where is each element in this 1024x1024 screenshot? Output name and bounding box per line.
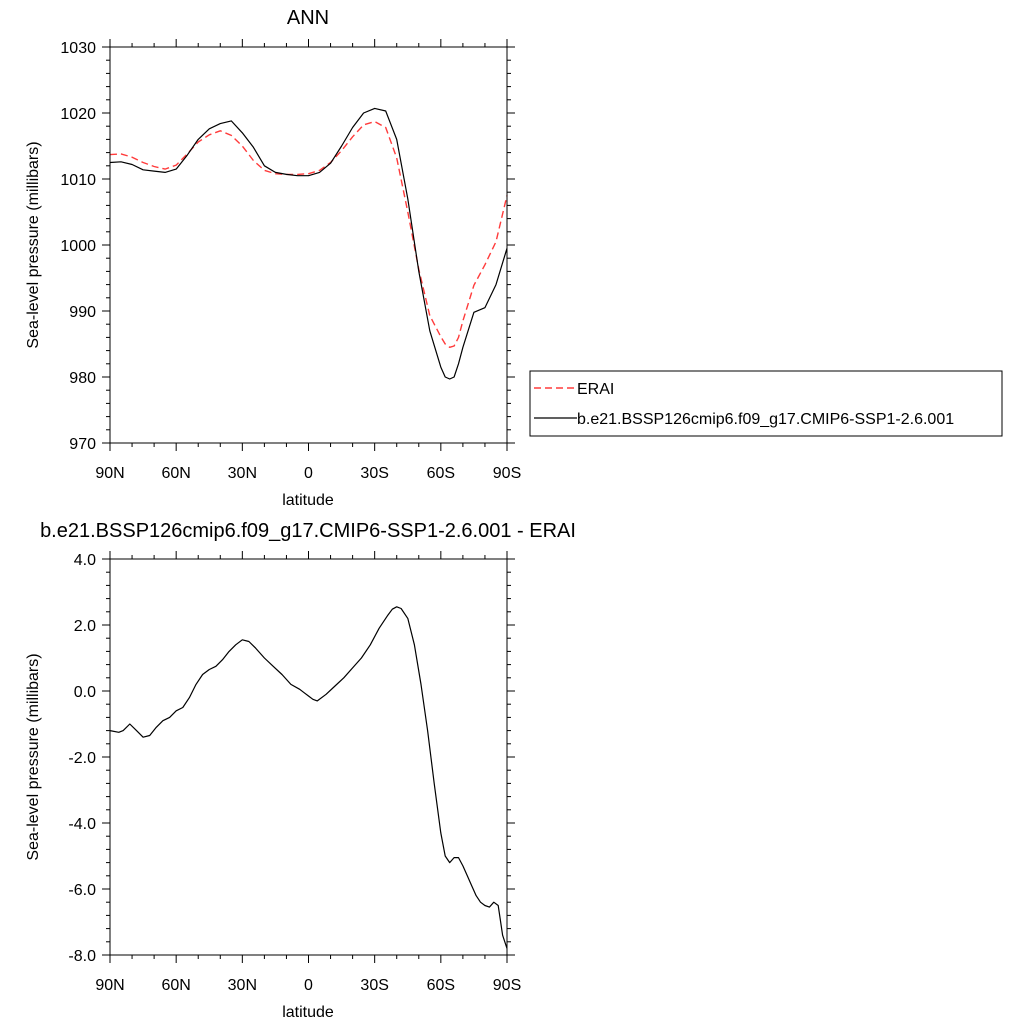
ann-xtick-label: 30N (228, 465, 257, 482)
ann-ytick-label: 1020 (60, 106, 96, 123)
legend-label-model: b.e21.BSSP126cmip6.f09_g17.CMIP6-SSP1-2.… (577, 411, 954, 428)
diff-xtick-label: 0 (304, 977, 313, 994)
ann-xtick-label: 90N (95, 465, 124, 482)
diff-ytick-label: -2.0 (68, 750, 96, 767)
ann-series-line-erai (109, 120, 508, 348)
ann-xtick-label: 0 (304, 465, 313, 482)
ann-legend: ERAI b.e21.BSSP126cmip6.f09_g17.CMIP6-SS… (529, 370, 1003, 437)
ann-gridlines-xticks: 90N 60N 30N 0 30S 60S 90S (95, 39, 521, 482)
ann-ytick-label: 1030 (60, 40, 96, 57)
diff-xtick-label: 30N (228, 977, 257, 994)
ann-ytick-label: 1000 (60, 238, 96, 255)
diff-xtick-label: 60S (427, 977, 455, 994)
ann-y-axis-label: Sea-level pressure (millibars) (25, 141, 42, 348)
ann-series (109, 107, 508, 380)
ann-chart-title: ANN (287, 7, 329, 29)
diff-xtick-label: 90S (493, 977, 521, 994)
ann-series-line-model (109, 107, 508, 380)
ann-plot-frame (109, 46, 508, 444)
ann-ytick-label: 970 (69, 436, 96, 453)
diff-series-line-model (109, 606, 508, 949)
diff-chart-title: b.e21.BSSP126cmip6.f09_g17.CMIP6-SSP1-2.… (40, 520, 576, 542)
diff-y-axis-label: Sea-level pressure (millibars) (25, 653, 42, 860)
ann-xtick-label: 30S (360, 465, 388, 482)
diff-ytick-label: -4.0 (68, 816, 96, 833)
diff-chart: b.e21.BSSP126cmip6.f09_g17.CMIP6-SSP1-2.… (25, 520, 576, 1021)
ann-gridlines-yticks: 970 980 990 1000 1010 1020 1030 (60, 40, 515, 453)
diff-gridlines-xticks: 90N 60N 30N 0 30S 60S 90S (95, 551, 521, 994)
diff-xtick-label: 60N (161, 977, 190, 994)
diff-xtick-label: 90N (95, 977, 124, 994)
legend-box (529, 370, 1003, 437)
diff-xtick-label: 30S (360, 977, 388, 994)
diff-ytick-label: 2.0 (74, 618, 96, 635)
diff-series (109, 606, 508, 949)
diff-gridlines-yticks: -8.0 -6.0 -4.0 -2.0 0.0 2.0 4.0 (68, 552, 515, 965)
ann-ytick-label: 990 (69, 304, 96, 321)
diff-ytick-label: 0.0 (74, 684, 96, 701)
diff-ytick-label: -6.0 (68, 882, 96, 899)
ann-xtick-label: 60N (161, 465, 190, 482)
ann-ytick-label: 1010 (60, 172, 96, 189)
diff-plot-frame (109, 558, 508, 956)
ann-ytick-label: 980 (69, 370, 96, 387)
diff-ytick-label: -8.0 (68, 948, 96, 965)
ann-chart: ANN 970 980 990 1000 1010 1020 1030 90N 60N 30N 0… (25, 7, 1003, 509)
legend-label-erai: ERAI (577, 381, 614, 398)
ann-xtick-label: 90S (493, 465, 521, 482)
ann-xtick-label: 60S (427, 465, 455, 482)
diff-x-axis-label: latitude (282, 1004, 334, 1021)
diff-ytick-label: 4.0 (74, 552, 96, 569)
ann-x-axis-label: latitude (282, 492, 334, 509)
